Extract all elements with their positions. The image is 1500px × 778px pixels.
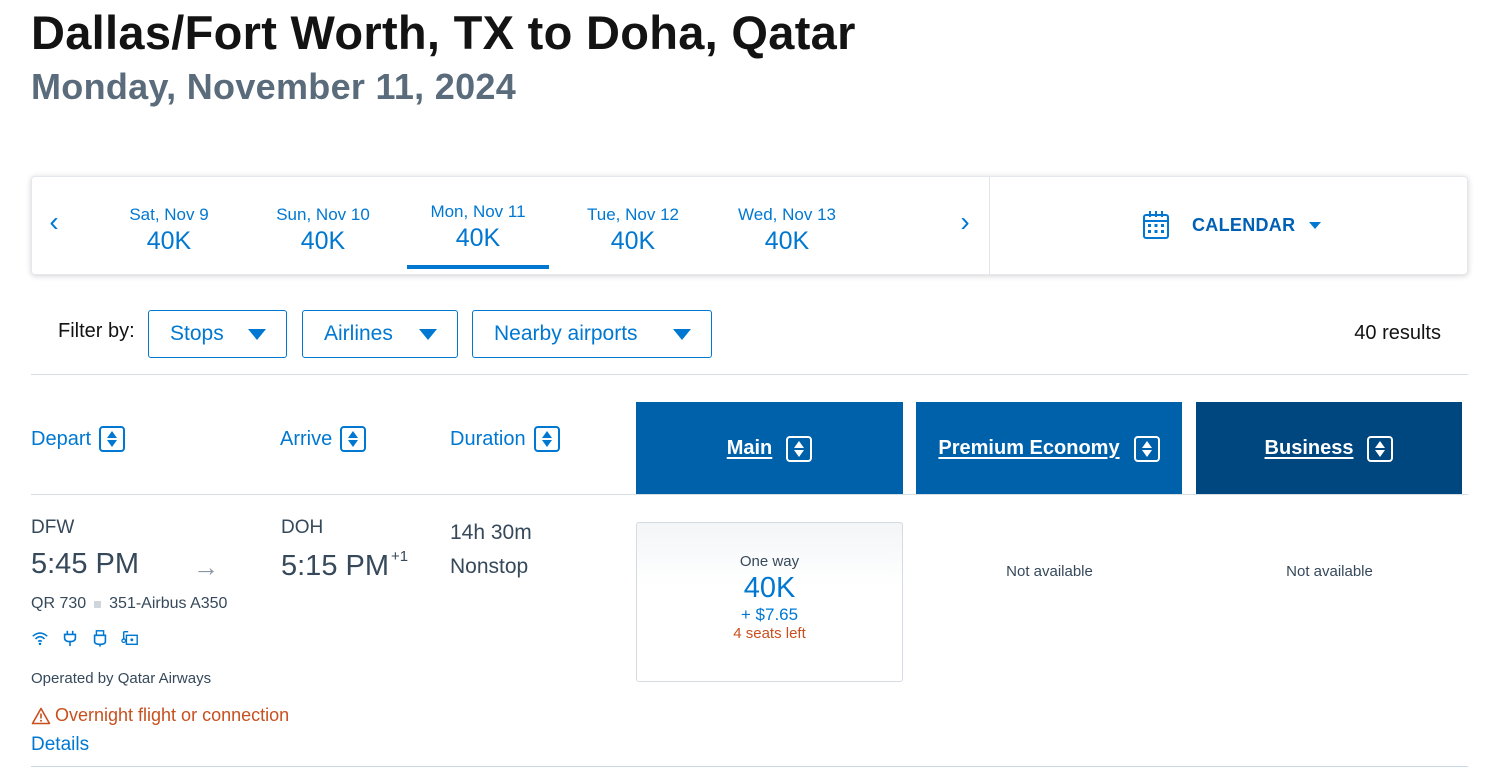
cabin-main-label: Main (726, 437, 773, 459)
fare-type: One way (739, 553, 800, 570)
sort-icon (1133, 435, 1160, 462)
fare-price: 40K (743, 572, 796, 604)
overnight-warning: Overnight flight or connection (31, 705, 289, 726)
date-option-nov-11-selected[interactable]: Mon, Nov 11 40K (407, 177, 549, 276)
filter-nearby-airports-label: Nearby airports (494, 322, 638, 345)
sort-duration[interactable]: Duration (450, 426, 560, 452)
selected-date-indicator (407, 265, 549, 269)
cabin-header-premium-economy[interactable]: Premium Economy (916, 402, 1182, 495)
seats-left: 4 seats left (733, 625, 806, 642)
calendar-icon (1143, 211, 1169, 239)
date-price: 40K (300, 227, 346, 255)
page-subtitle-date: Monday, November 11, 2024 (31, 66, 517, 107)
date-price: 40K (610, 227, 656, 255)
date-label: Sat, Nov 9 (129, 205, 209, 224)
divider (31, 494, 1468, 495)
strip-divider (989, 177, 990, 274)
filter-stops-label: Stops (170, 322, 224, 345)
arrive-time-value: 5:15 PM (281, 550, 389, 582)
wifi-icon[interactable] (31, 628, 49, 648)
sort-icon (786, 435, 813, 462)
day-offset: +1 (391, 548, 409, 565)
caret-down-icon (419, 329, 437, 340)
date-label: Wed, Nov 13 (738, 205, 836, 224)
divider (31, 766, 1468, 767)
warning-icon (31, 707, 51, 724)
sort-arrive[interactable]: Arrive (280, 426, 367, 452)
date-label: Mon, Nov 11 (430, 202, 526, 221)
date-price: 40K (455, 224, 501, 252)
filter-stops-dropdown[interactable]: Stops (148, 310, 287, 358)
entertainment-icon[interactable] (121, 628, 139, 648)
aircraft-type: 351-Airbus A350 (109, 595, 228, 612)
caret-down-icon (248, 329, 266, 340)
caret-down-icon (673, 329, 691, 340)
details-link[interactable]: Details (31, 734, 90, 755)
duration-cell: 14h 30m Nonstop (450, 516, 532, 584)
date-option-nov-10[interactable]: Sun, Nov 10 40K (252, 177, 394, 276)
cabin-premium-economy-label: Premium Economy (938, 437, 1120, 459)
fare-business-unavailable: Not available (1286, 563, 1373, 580)
fare-premium-economy-unavailable: Not available (1006, 563, 1093, 580)
date-label: Sun, Nov 10 (276, 205, 370, 224)
depart-header-label: Depart (31, 427, 92, 450)
sort-icon (340, 426, 367, 452)
power-outlet-icon[interactable] (61, 628, 79, 648)
results-count: 40 results (1354, 322, 1441, 344)
date-strip: ‹ Sat, Nov 9 40K Sun, Nov 10 40K Mon, No… (31, 176, 1468, 275)
filter-airlines-label: Airlines (324, 322, 393, 345)
divider (31, 374, 1468, 375)
operated-by: Operated by Qatar Airways (31, 670, 212, 687)
duration-header-label: Duration (450, 427, 526, 450)
calendar-button[interactable]: CALENDAR (1142, 207, 1322, 243)
arrive-time: 5:15 PM +1 (281, 548, 408, 583)
destination-airport-code: DOH (281, 517, 324, 538)
sort-icon (1367, 435, 1394, 462)
chevron-right-icon[interactable]: › (960, 206, 970, 237)
sort-icon (533, 426, 560, 452)
amenities (31, 628, 139, 648)
stops-value: Nonstop (450, 555, 529, 578)
cabin-business-label: Business (1264, 437, 1354, 459)
date-label: Tue, Nov 12 (587, 205, 679, 224)
cabin-header-business[interactable]: Business (1196, 402, 1462, 495)
fare-tax: + $7.65 (740, 605, 799, 624)
date-price: 40K (764, 227, 810, 255)
filter-airlines-dropdown[interactable]: Airlines (302, 310, 458, 358)
warning-text: Overnight flight or connection (55, 705, 290, 725)
chevron-left-icon[interactable]: ‹ (49, 206, 59, 237)
arrow-right-icon: → (193, 552, 219, 582)
arrive-header-label: Arrive (280, 427, 333, 450)
origin-airport-code: DFW (31, 517, 75, 538)
date-option-nov-9[interactable]: Sat, Nov 9 40K (98, 177, 240, 276)
calendar-label: CALENDAR (1192, 214, 1296, 235)
usb-icon[interactable] (91, 628, 109, 648)
flight-info: QR 730 351-Airbus A350 (31, 595, 227, 613)
filter-label: Filter by: (58, 320, 135, 342)
cabin-header-main[interactable]: Main (636, 402, 903, 495)
duration-value: 14h 30m (450, 521, 532, 544)
depart-time: 5:45 PM (31, 548, 139, 580)
date-option-nov-13[interactable]: Wed, Nov 13 40K (716, 177, 858, 276)
page-title: Dallas/Fort Worth, TX to Doha, Qatar (31, 6, 856, 59)
flight-number: QR 730 (31, 595, 87, 612)
separator (94, 600, 102, 608)
date-price: 40K (146, 227, 192, 255)
fare-card-main[interactable]: One way 40K + $7.65 4 seats left (636, 522, 903, 682)
date-option-nov-12[interactable]: Tue, Nov 12 40K (562, 177, 704, 276)
sort-icon (99, 426, 126, 452)
filter-nearby-airports-dropdown[interactable]: Nearby airports (472, 310, 712, 358)
caret-down-icon (1309, 221, 1322, 229)
sort-depart[interactable]: Depart (31, 426, 126, 452)
